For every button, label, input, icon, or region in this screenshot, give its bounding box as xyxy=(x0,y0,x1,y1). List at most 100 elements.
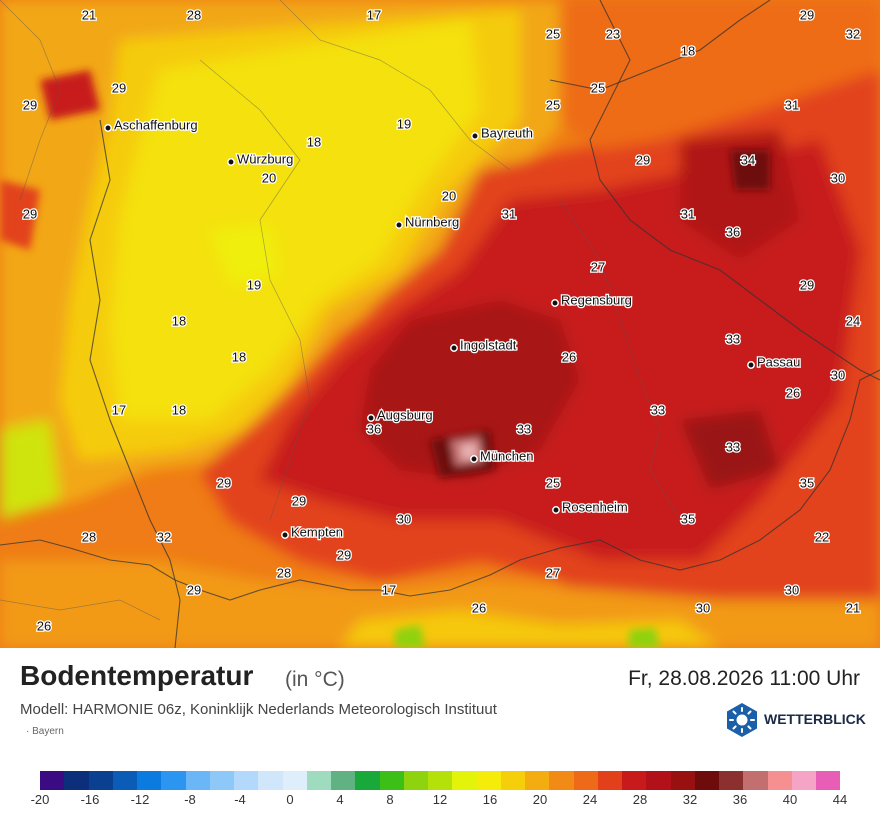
model-info: Modell: HARMONIE 06z, Koninklijk Nederla… xyxy=(20,701,497,718)
city-label: Ingolstadt xyxy=(460,337,517,352)
legend-swatch xyxy=(549,771,574,790)
temperature-value: 35 xyxy=(681,511,695,526)
temperature-value: 26 xyxy=(472,600,486,615)
region-name: Bayern xyxy=(32,726,64,737)
city-dot xyxy=(747,361,755,369)
temperature-value: 34 xyxy=(741,152,755,167)
legend-swatch xyxy=(64,771,89,790)
temperature-value: 18 xyxy=(681,43,695,58)
temperature-value: 30 xyxy=(831,367,845,382)
legend-swatch xyxy=(282,771,307,790)
temperature-value: 32 xyxy=(846,26,860,41)
temp-spot-alps-green xyxy=(395,625,425,648)
legend-tick-label: 0 xyxy=(286,792,294,807)
temperature-value: 18 xyxy=(172,313,186,328)
legend-tick-label: -12 xyxy=(130,792,150,807)
map-canvas: Aschaffenburg Würzburg Bayreuth Nürnberg Reg… xyxy=(0,0,880,648)
city-label: Aschaffenburg xyxy=(114,117,198,132)
legend-swatch xyxy=(791,771,816,790)
temperature-value: 26 xyxy=(37,618,51,633)
temperature-value: 22 xyxy=(815,529,829,544)
temp-zone-yellow-light xyxy=(210,225,280,285)
city-marker: Passau xyxy=(747,353,802,371)
city-marker: Aschaffenburg xyxy=(104,116,199,134)
legend-tick-label: 16 xyxy=(482,792,498,807)
temperature-value: 29 xyxy=(217,475,231,490)
temperature-value: 19 xyxy=(397,116,411,131)
city-marker: Augsburg xyxy=(367,406,434,424)
legend-tick-label: 28 xyxy=(632,792,648,807)
temperature-value: 29 xyxy=(292,493,306,508)
forecast-datetime: Fr, 28.08.2026 11:00 Uhr xyxy=(628,667,860,690)
temperature-value: 26 xyxy=(786,385,800,400)
temp-zone-crimson xyxy=(360,300,580,480)
logo-text: WETTERBLICK xyxy=(764,711,866,727)
temperature-value: 25 xyxy=(546,26,560,41)
city-label: Kempten xyxy=(291,524,343,539)
border-sub-5 xyxy=(0,599,161,621)
city-dot xyxy=(367,414,375,422)
temperature-value: 33 xyxy=(517,421,531,436)
temperature-value: 30 xyxy=(785,582,799,597)
legend-swatch xyxy=(767,771,792,790)
city-dot xyxy=(104,124,112,132)
legend-swatch xyxy=(331,771,356,790)
temperature-value: 31 xyxy=(681,206,695,221)
temperature-value: 29 xyxy=(23,97,37,112)
temperature-value: 33 xyxy=(726,439,740,454)
temperature-value: 20 xyxy=(262,170,276,185)
border-east xyxy=(589,0,880,381)
city-label: Rosenheim xyxy=(562,499,628,514)
temperature-value: 32 xyxy=(157,529,171,544)
map-unit: (in °C) xyxy=(285,668,345,691)
temperature-value: 21 xyxy=(846,600,860,615)
region-label: · Bayern xyxy=(26,726,64,737)
temperature-value: 26 xyxy=(562,349,576,364)
temperature-value: 17 xyxy=(367,7,381,22)
temperature-value: 30 xyxy=(831,170,845,185)
legend-swatch xyxy=(185,771,210,790)
legend-swatch xyxy=(137,771,162,790)
temperature-map: Aschaffenburg Würzburg Bayreuth Nürnberg Reg… xyxy=(0,0,880,648)
city-label: Passau xyxy=(757,354,800,369)
temp-spot-34 xyxy=(730,150,770,190)
temperature-value: 29 xyxy=(800,277,814,292)
temp-zone-crimson-se xyxy=(680,410,780,490)
legend-swatch xyxy=(670,771,695,790)
temperature-value: 29 xyxy=(636,152,650,167)
temperature-value: 27 xyxy=(546,565,560,580)
legend-tick-label: 4 xyxy=(336,792,344,807)
city-label: Bayreuth xyxy=(481,125,533,140)
city-marker: Rosenheim xyxy=(552,498,629,516)
legend-tick-label: 32 xyxy=(682,792,698,807)
city-label: Nürnberg xyxy=(405,214,459,229)
city-dot xyxy=(395,221,403,229)
legend-swatch xyxy=(379,771,404,790)
city-label: Würzburg xyxy=(237,151,293,166)
temperature-value: 33 xyxy=(651,402,665,417)
temp-spot-w xyxy=(0,180,40,250)
wetterblick-logo[interactable]: WETTERBLICK xyxy=(724,702,866,738)
city-marker: Regensburg xyxy=(551,291,633,309)
legend-tick-label: 8 xyxy=(386,792,394,807)
legend-swatch xyxy=(597,771,622,790)
temp-zone-orange-ne xyxy=(560,0,880,150)
legend-tick-label: 12 xyxy=(432,792,448,807)
city-label: München xyxy=(480,448,533,463)
temperature-value: 17 xyxy=(112,402,126,417)
legend-tick-label: -8 xyxy=(184,792,196,807)
temperature-value: 25 xyxy=(546,475,560,490)
city-dot xyxy=(281,531,289,539)
temperature-value: 28 xyxy=(187,7,201,22)
legend-swatch xyxy=(646,771,671,790)
city-marker: Ingolstadt xyxy=(450,336,518,354)
temperature-value: 30 xyxy=(696,600,710,615)
temperature-value: 31 xyxy=(785,97,799,112)
temp-spot-nw xyxy=(40,70,100,120)
temperature-value: 23 xyxy=(606,26,620,41)
city-label: Regensburg xyxy=(561,292,632,307)
legend-tick-label: -20 xyxy=(30,792,50,807)
temperature-value: 30 xyxy=(397,511,411,526)
legend-swatch xyxy=(428,771,453,790)
city-marker: Würzburg xyxy=(227,150,295,168)
